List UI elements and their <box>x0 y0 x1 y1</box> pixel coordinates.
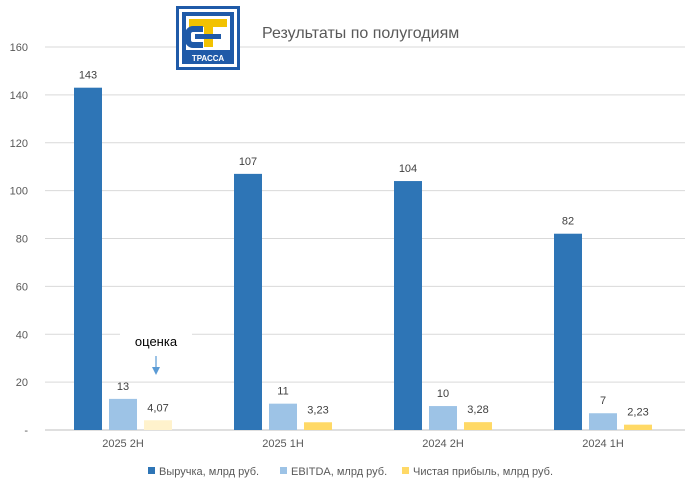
data-label: 104 <box>399 163 417 175</box>
bar <box>109 398 137 430</box>
annotation-box <box>120 330 192 352</box>
y-tick-label: 60 <box>16 281 28 293</box>
bar <box>74 87 102 430</box>
data-label: 3,28 <box>467 404 488 416</box>
legend-swatch <box>280 467 287 474</box>
y-tick-label: 80 <box>16 234 28 246</box>
chart-title: Результаты по полугодиям <box>262 25 459 42</box>
data-label: 3,23 <box>307 404 328 416</box>
bar <box>429 406 457 430</box>
x-tick-label: 2024 1H <box>582 438 624 450</box>
company-logo: ТРАССА <box>176 6 240 70</box>
x-tick-label: 2024 2H <box>422 438 464 450</box>
bar <box>554 233 582 430</box>
bar <box>464 422 492 430</box>
annotation: оценка <box>120 330 192 375</box>
y-tick-label: 100 <box>10 186 28 198</box>
legend: Выручка, млрд руб. EBITDA, млрд руб. Чиста… <box>148 466 553 478</box>
data-label: 143 <box>79 70 97 82</box>
data-label: 107 <box>239 156 257 168</box>
x-tick-label: 2025 1H <box>262 438 304 450</box>
data-label: 13 <box>117 381 129 393</box>
y-tick-label: 160 <box>10 42 28 54</box>
legend-label: Чистая прибыль, млрд руб. <box>413 466 553 478</box>
data-label: 2,23 <box>627 407 648 419</box>
bar <box>624 424 652 430</box>
x-tick-label: 2025 2H <box>102 438 144 450</box>
x-axis-ticks: 2025 2H 2025 1H 2024 2H 2024 1H <box>102 438 624 450</box>
bar <box>269 403 297 430</box>
data-label: 82 <box>562 216 574 228</box>
bar <box>234 173 262 430</box>
y-tick-label: 120 <box>10 138 28 150</box>
legend-label: EBITDA, млрд руб. <box>291 466 387 478</box>
bar <box>304 422 332 430</box>
legend-swatch <box>402 467 409 474</box>
data-labels: 143 13 4,07 107 11 3,23 104 10 3,28 82 7 2,23 <box>79 70 649 419</box>
data-label: 10 <box>437 388 449 400</box>
y-tick-label: 140 <box>10 90 28 102</box>
bar <box>144 420 172 430</box>
y-tick-label: 40 <box>16 329 28 341</box>
data-label: 7 <box>600 395 606 407</box>
legend-swatch <box>148 467 155 474</box>
y-tick-label: - <box>24 425 28 437</box>
y-tick-label: 20 <box>16 377 28 389</box>
bar <box>589 413 617 430</box>
bar <box>394 181 422 430</box>
legend-label: Выручка, млрд руб. <box>159 466 259 478</box>
data-label: 4,07 <box>147 402 168 414</box>
annotation-arrow-icon <box>152 367 160 375</box>
gridlines <box>45 46 685 431</box>
logo-text: ТРАССА <box>192 54 224 63</box>
y-axis-ticks: - 20 40 60 80 100 120 140 160 <box>10 42 29 437</box>
bars <box>74 87 652 430</box>
data-label: 11 <box>277 386 288 398</box>
annotation-text: оценка <box>135 334 178 349</box>
